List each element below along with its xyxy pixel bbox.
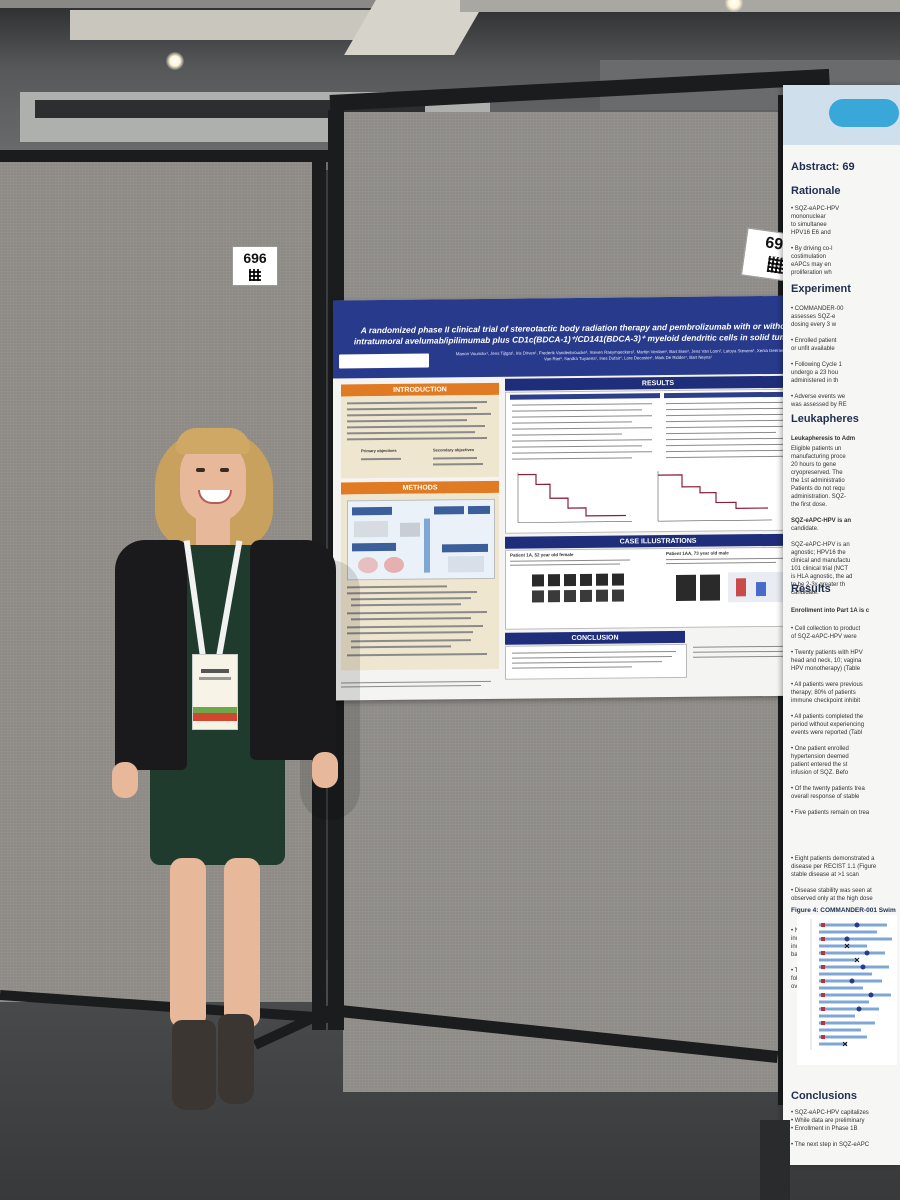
banner-results: Results: [791, 583, 831, 595]
qr-code-icon: [249, 269, 261, 281]
panel-frame-top: [0, 150, 330, 162]
banner-conclusions: Conclusions: [791, 1090, 858, 1102]
scientific-poster: A randomized phase II clinical trial of …: [333, 295, 821, 701]
poster-logos: [339, 353, 429, 369]
banner-rationale: Rationale: [791, 185, 841, 197]
primary-objectives: Primary objectives: [361, 447, 397, 454]
ceiling-truss: [460, 0, 900, 12]
booth-number: 696: [243, 250, 267, 266]
case-1-label: Patient 1A, 52 year old female: [510, 552, 574, 558]
ceiling-vent: [35, 100, 425, 118]
banner-figure-title: Figure 4: COMMANDER-001 Swim: [791, 907, 896, 914]
swimmer-plot: [797, 915, 897, 1065]
ceiling-light: [725, 0, 743, 12]
roll-up-banner: Abstract: 69 Rationale • SQZ-eAPC-HPV mo…: [783, 85, 900, 1165]
banner-experimental: Experiment: [791, 283, 851, 295]
results-table-area: [505, 388, 813, 534]
banner-header: [783, 85, 900, 145]
poster-header: A randomized phase II clinical trial of …: [333, 295, 821, 379]
case-illustrations-box: Patient 1A, 52 year old female Patient 1…: [505, 546, 813, 630]
company-logo: [829, 99, 899, 127]
survival-curve-2: [657, 471, 772, 522]
ceiling-duct: [70, 10, 370, 40]
survival-curve-1: [517, 472, 632, 523]
case-2-label: Patient 1AA, 73 year old male: [666, 550, 729, 557]
conclusion-heading: CONCLUSION: [505, 630, 685, 645]
methods-diagram: [347, 498, 495, 581]
panel-frame-post: [312, 150, 326, 1030]
poster-title: A randomized phase II clinical trial of …: [353, 320, 801, 347]
banner-leukapheresis: Leukapheres: [791, 413, 859, 425]
booth-number-card: 696: [232, 246, 278, 286]
banner-abstract: Abstract: 69: [791, 161, 855, 173]
ceiling-light: [166, 52, 184, 70]
secondary-objectives: Secondary objectives: [433, 447, 475, 453]
left-display-panel: [0, 162, 316, 1002]
banner-stand: [760, 1120, 790, 1200]
conclusion-box: [505, 643, 687, 680]
poster-authors: Manon Vounckx¹, Jens Tijtgat¹, Iris Dirv…: [455, 347, 801, 361]
intro-box: Primary objectives Secondary objectives: [341, 394, 499, 479]
methods-box: [341, 492, 499, 671]
